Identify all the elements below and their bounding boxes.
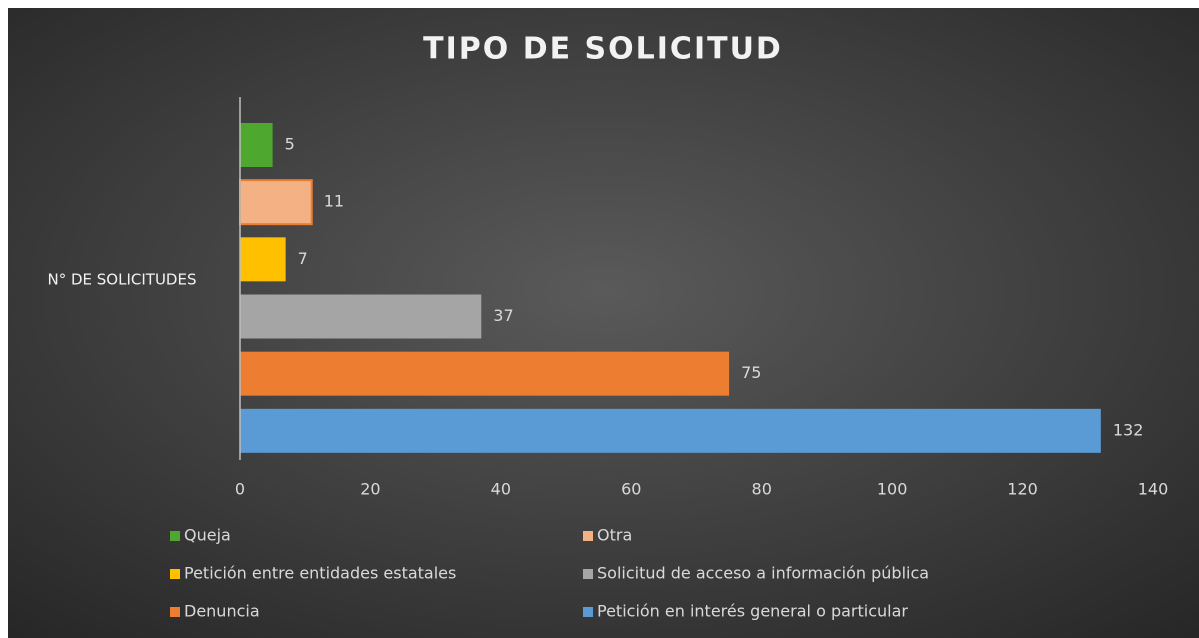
legend-label: Denuncia	[184, 602, 260, 621]
data-label: 132	[1113, 420, 1144, 439]
bar	[239, 179, 313, 226]
bar	[240, 351, 730, 396]
legend-label: Petición entre entidades estatales	[184, 564, 456, 583]
chart-title: TIPO DE SOLICITUD	[423, 32, 783, 67]
x-tick-label: 60	[621, 480, 641, 499]
bar	[240, 237, 286, 282]
x-tick-label: 140	[1138, 480, 1169, 499]
legend-swatch	[583, 607, 593, 617]
data-label: 75	[741, 363, 761, 382]
x-tick-label: 40	[491, 480, 511, 499]
x-tick-label: 120	[1007, 480, 1038, 499]
data-label: 5	[285, 135, 295, 154]
x-tick-label: 80	[752, 480, 772, 499]
bar	[240, 123, 273, 167]
legend-swatch	[170, 531, 180, 541]
x-tick-label: 20	[360, 480, 380, 499]
bar	[240, 408, 1101, 453]
chart-background	[8, 8, 1199, 638]
category-label: N° DE SOLICITUDES	[48, 271, 197, 289]
legend-label: Queja	[184, 526, 231, 545]
x-tick-label: 100	[877, 480, 908, 499]
legend-swatch	[583, 531, 593, 541]
legend-swatch	[170, 607, 180, 617]
legend-swatch	[170, 569, 180, 579]
bar	[240, 294, 482, 339]
data-label: 11	[324, 192, 344, 211]
data-label: 37	[493, 306, 513, 325]
legend-swatch	[583, 569, 593, 579]
legend-label: Otra	[597, 526, 632, 545]
legend-label: Petición en interés general o particular	[597, 602, 908, 621]
x-tick-label: 0	[235, 480, 245, 499]
legend-label: Solicitud de acceso a información públic…	[597, 564, 929, 583]
data-label: 7	[298, 249, 308, 268]
